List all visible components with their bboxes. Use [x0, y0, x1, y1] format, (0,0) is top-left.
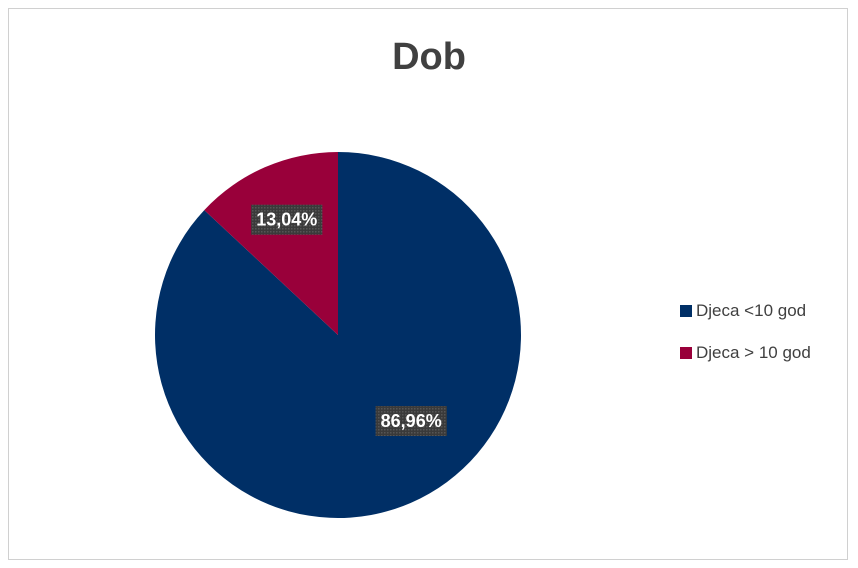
- data-label-background: [375, 406, 447, 437]
- legend: Djeca <10 god Djeca > 10 god: [680, 301, 811, 385]
- legend-swatch-0: [680, 305, 692, 317]
- data-label-background: [251, 204, 323, 235]
- pie-slice: [204, 152, 338, 335]
- legend-item: Djeca > 10 god: [680, 343, 811, 363]
- data-label: 86,96%: [381, 411, 442, 431]
- chart-title: Dob: [392, 36, 466, 78]
- legend-label-1: Djeca > 10 god: [696, 343, 811, 362]
- legend-swatch-1: [680, 347, 692, 359]
- legend-label-0: Djeca <10 god: [696, 301, 807, 320]
- legend-item: Djeca <10 god: [680, 301, 811, 321]
- data-label: 13,04%: [256, 210, 317, 230]
